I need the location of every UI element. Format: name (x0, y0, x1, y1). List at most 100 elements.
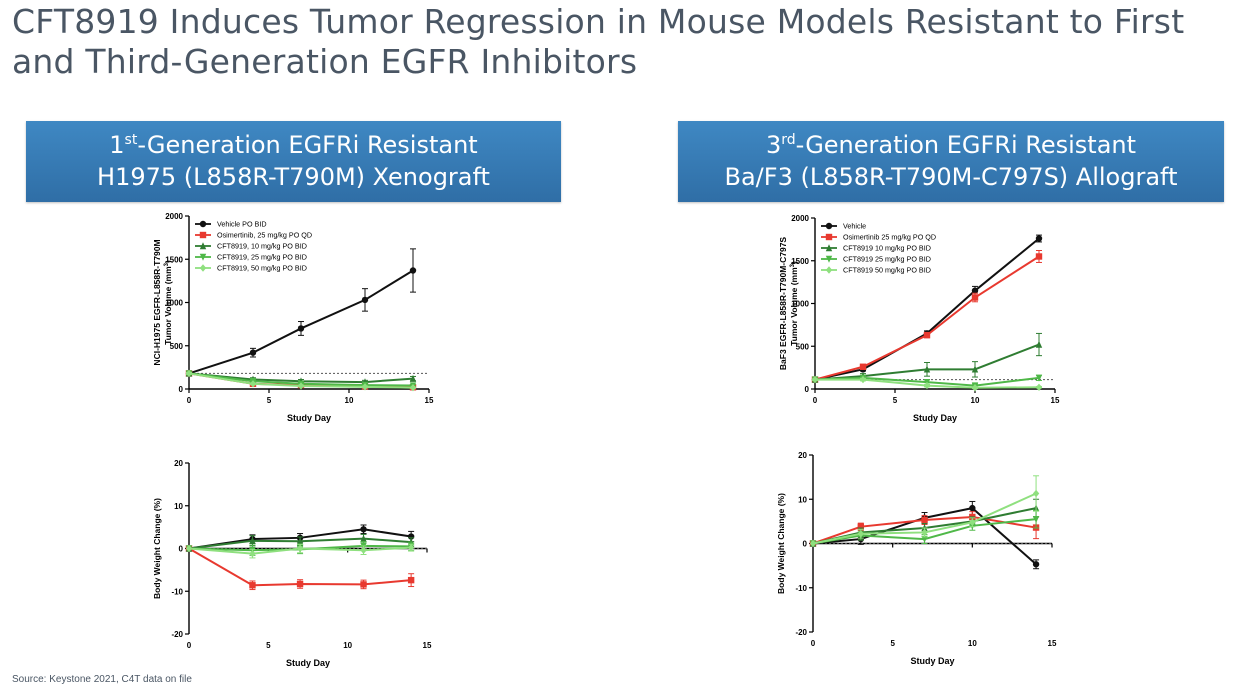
data-point (923, 365, 931, 373)
data-point (249, 549, 256, 558)
series-1 (811, 249, 1043, 383)
x-tick-label: 15 (1048, 639, 1057, 648)
y-tick-label: 20 (798, 451, 807, 460)
data-point (971, 294, 979, 301)
y-axis-label-units: Tumor Volume (mm3) (163, 260, 173, 345)
y-axis-label: Body Weight Change (%) (776, 493, 786, 594)
data-point (296, 544, 304, 553)
data-point (361, 296, 369, 304)
data-point (297, 325, 305, 332)
x-axis-label: Study Day (910, 656, 954, 666)
x-tick-label: 0 (813, 396, 818, 405)
data-point (1032, 515, 1040, 523)
x-tick-label: 0 (187, 396, 192, 405)
series-line (814, 255, 1040, 381)
y-tick-label: 500 (170, 342, 184, 351)
y-tick-label: -10 (171, 587, 183, 596)
x-axis-label: Study Day (286, 658, 330, 668)
data-point (969, 504, 976, 512)
banner-line1-sup: rd (781, 132, 796, 148)
data-point (361, 383, 369, 391)
data-point (185, 544, 193, 553)
banner-first-generation-line1: 1st-Generation EGFRi Resistant (26, 129, 561, 161)
data-point (921, 535, 928, 543)
data-point (360, 581, 367, 588)
legend-swatch-marker (199, 242, 207, 250)
banner-first-generation: 1st-Generation EGFRi Resistant H1975 (L8… (26, 121, 561, 202)
data-point (1035, 383, 1043, 391)
data-point (857, 523, 864, 530)
data-point (1032, 489, 1040, 498)
data-point (857, 530, 864, 538)
data-point (249, 537, 256, 545)
y-axis-label: NCI-H1975 EGFR-L858R-T790M (152, 239, 162, 365)
legend-swatch-marker (199, 264, 207, 272)
legend: Vehicle Osimertinib 25 mg/kg PO QD CFT8919… (821, 222, 936, 275)
y-tick-label: 0 (805, 385, 810, 394)
data-point (249, 582, 256, 589)
x-tick-label: 5 (266, 641, 271, 650)
series-4 (185, 369, 417, 392)
series-2 (811, 332, 1043, 383)
banner-line1-num: 3 (765, 131, 782, 159)
legend-label: Osimertinib 25 mg/kg PO QD (843, 233, 936, 242)
y-axis-label: BaF3 EGFR-L858R-T790M-C797S (778, 237, 788, 371)
y-tick-label: 0 (803, 540, 808, 549)
y-tick-label: -20 (171, 630, 183, 639)
x-tick-label: 10 (343, 641, 352, 650)
chart-h1975-tumor: 0 500 1000 1500 2000 0 5 10 15 Study Day NCI-H1975… (152, 212, 434, 423)
y-tick-label: 10 (798, 495, 807, 504)
data-point (360, 534, 367, 542)
x-tick-label: 10 (345, 396, 354, 405)
chart-baf3-weight: -20 -10 0 10 20 0 5 10 15 Study Day Body Weight Ch… (776, 451, 1057, 666)
legend-label: Vehicle (843, 222, 866, 231)
data-point (923, 331, 931, 339)
data-point (296, 537, 304, 545)
x-tick-label: 5 (267, 396, 272, 405)
legend-swatch-marker (825, 255, 833, 263)
x-tick-label: 0 (187, 641, 192, 650)
y-tick-label: 10 (174, 502, 183, 511)
x-tick-label: 5 (890, 639, 895, 648)
banner-line1-num: 1 (109, 131, 125, 159)
y-axis-label-close: ) (789, 261, 799, 264)
series-4 (811, 375, 1043, 392)
data-point (1035, 253, 1043, 260)
data-point (407, 543, 415, 552)
legend-swatch-marker (825, 244, 833, 252)
y-axis-label-units-text: Tumor Volume (mm (163, 266, 173, 345)
data-point (249, 380, 257, 388)
data-point (1035, 235, 1043, 242)
x-tick-label: 15 (1051, 396, 1060, 405)
y-tick-label: 1500 (165, 255, 183, 264)
y-axis-label-superscript: 3 (164, 262, 170, 266)
data-point (969, 518, 976, 526)
series-4 (185, 543, 415, 559)
y-tick-label: 1500 (791, 257, 809, 266)
legend-label: CFT8919 50 mg/kg PO BID (843, 266, 931, 275)
data-point (971, 384, 979, 392)
data-point (409, 374, 417, 382)
banner-line1-rest: -Generation EGFRi Resistant (137, 131, 478, 159)
y-tick-label: -10 (795, 584, 807, 593)
y-axis-label-superscript: 3 (790, 263, 796, 267)
x-axis-label: Study Day (913, 413, 957, 423)
data-point (811, 375, 819, 384)
y-tick-label: 1000 (165, 299, 183, 308)
data-point (1035, 340, 1043, 348)
data-point (859, 363, 867, 370)
data-point (1035, 374, 1043, 382)
banner-first-generation-line2: H1975 (L858R-T790M) Xenograft (97, 163, 490, 191)
banner-third-generation-line2: Ba/F3 (L858R-T790M-C797S) Allograft (724, 163, 1178, 191)
data-point (921, 516, 928, 524)
banner-third-generation-line1: 3rd-Generation EGFRi Resistant (678, 129, 1224, 161)
legend-swatch-marker (199, 220, 207, 228)
legend-label: CFT8919 25 mg/kg PO BID (843, 255, 931, 264)
series-4 (809, 475, 1040, 548)
legend-label: CFT8919, 50 mg/kg PO BID (217, 264, 307, 273)
data-point (185, 369, 193, 378)
x-axis-label: Study Day (287, 413, 331, 423)
data-point (407, 576, 415, 584)
data-point (1032, 561, 1040, 568)
